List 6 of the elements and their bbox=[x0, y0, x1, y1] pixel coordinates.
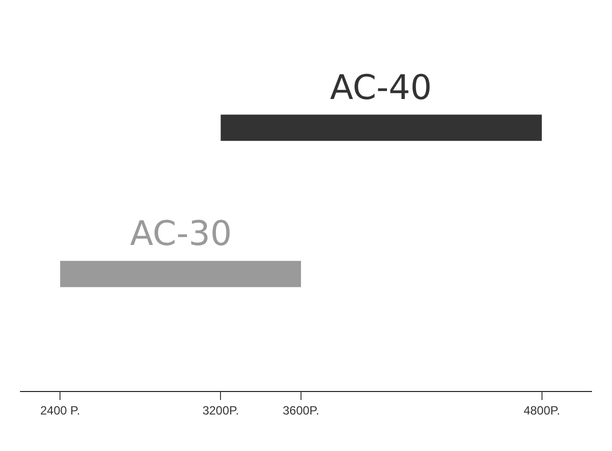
x-tick-label: 4800P. bbox=[524, 403, 560, 418]
y-tick-label: AC-30 bbox=[130, 214, 232, 254]
x-tick-label: 3600P. bbox=[282, 403, 320, 418]
x-tick-label: 3200P. bbox=[202, 403, 239, 418]
x-tick-label: 2400 P. bbox=[40, 403, 80, 418]
y-tick-label: AC-40 bbox=[330, 68, 432, 108]
